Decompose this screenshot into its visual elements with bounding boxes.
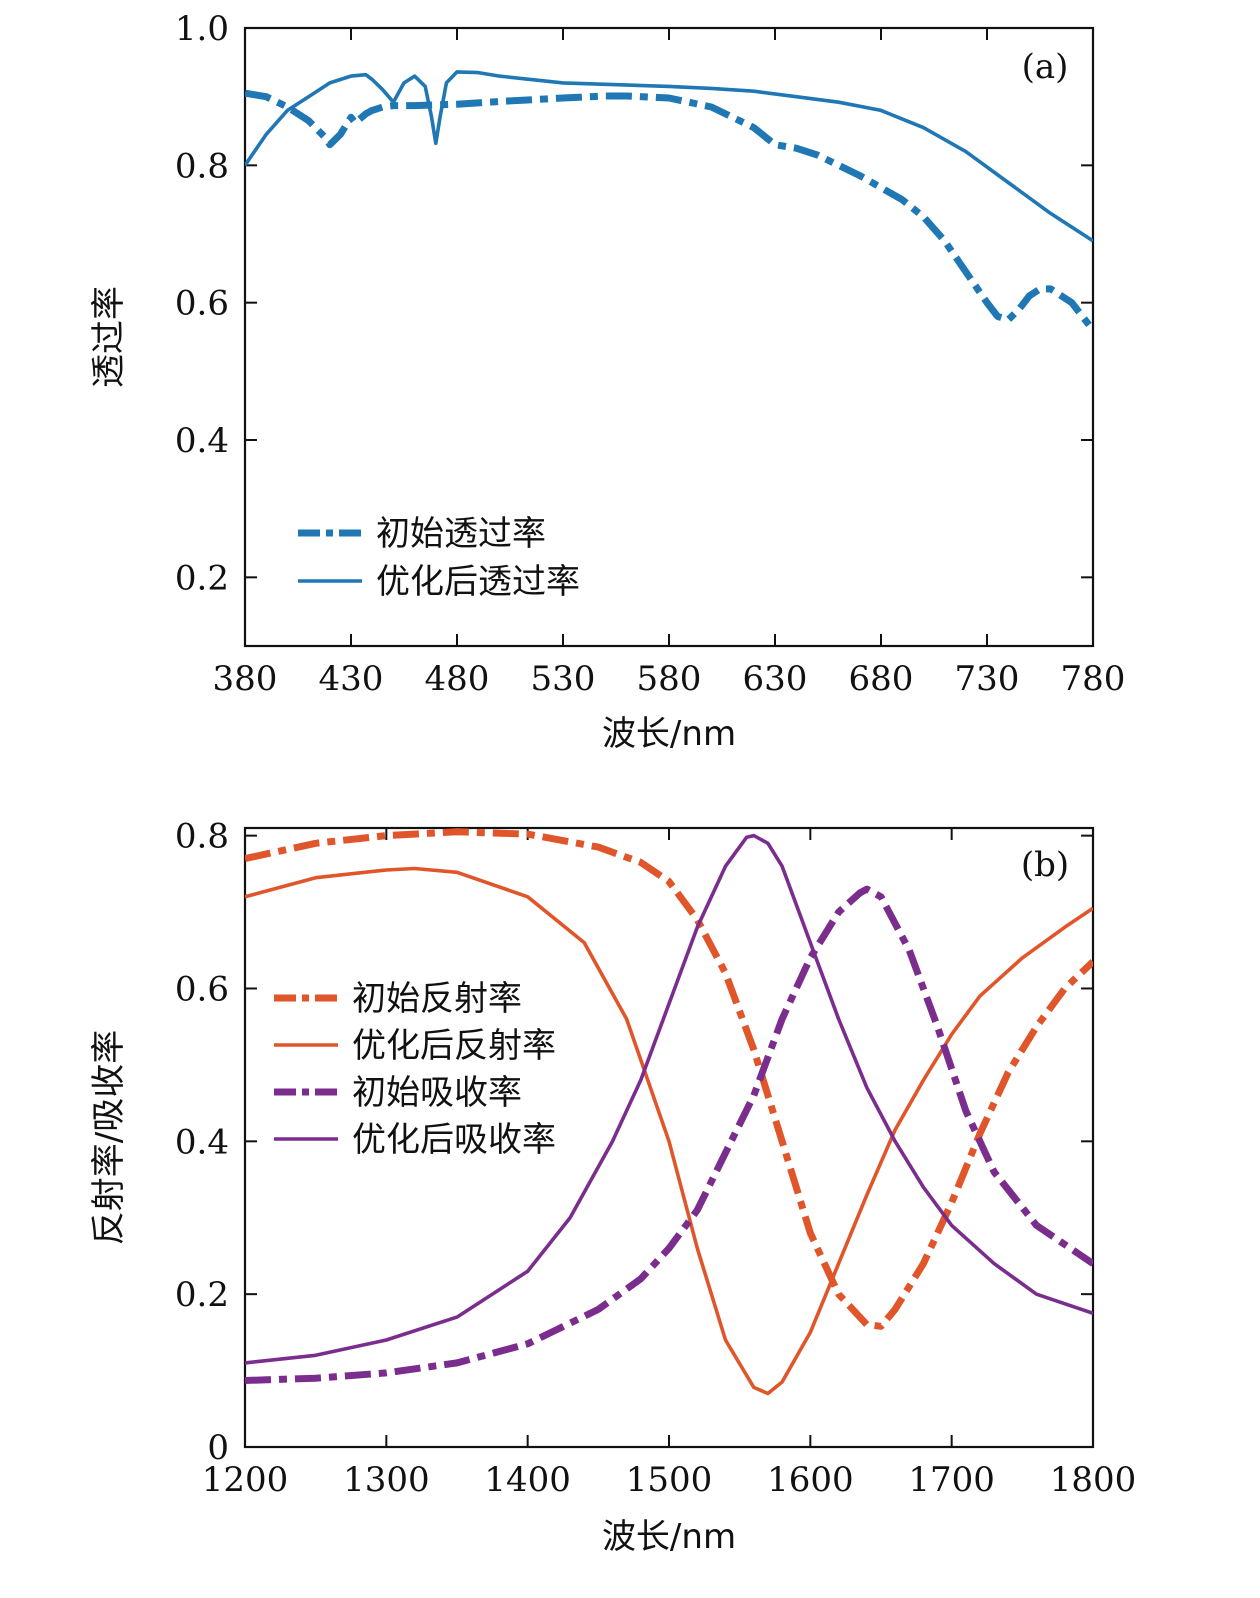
panel-label: (b): [1021, 845, 1069, 885]
chart-panel-0: 380 430 480 530 580 630 680 730 780 0.2 0.4 0.6 0.8 1…: [89, 9, 1125, 754]
panel-label: (a): [1022, 47, 1069, 87]
x-tick-label: 1700: [908, 1460, 995, 1500]
x-tick-label: 1600: [767, 1460, 854, 1500]
x-tick-label: 1500: [626, 1460, 713, 1500]
x-tick-label: 430: [319, 659, 384, 699]
series-line-0: [245, 89, 1093, 333]
legend-label: 初始透过率: [376, 514, 546, 554]
y-tick-label: 0.2: [175, 558, 229, 598]
series-line-1: [245, 866, 1093, 1396]
y-tick-label: 0.4: [175, 421, 229, 461]
legend-label: 初始吸收率: [352, 1073, 522, 1113]
x-tick-label: 1200: [202, 1460, 289, 1500]
x-tick-label: 580: [637, 659, 702, 699]
series-line-3: [245, 833, 1093, 1365]
series-line-0: [245, 828, 1093, 1330]
x-axis-title: 波长/nm: [602, 1517, 736, 1557]
y-tick-label: 0: [207, 1428, 229, 1468]
x-tick-label: 480: [425, 659, 490, 699]
x-tick-label: 1400: [484, 1460, 571, 1500]
y-tick-label: 0.8: [175, 146, 229, 186]
y-tick-label: 0.4: [175, 1122, 229, 1162]
plot-frame: [243, 26, 1095, 648]
legend-label: 优化后透过率: [376, 562, 580, 602]
y-tick-label: 0.8: [175, 817, 229, 857]
y-axis-title: 反射率/吸收率: [89, 1030, 129, 1245]
x-axis-title: 波长/nm: [602, 714, 736, 754]
legend-label: 优化后反射率: [352, 1026, 556, 1066]
y-tick-label: 0.6: [175, 284, 229, 324]
y-tick-label: 0.2: [175, 1275, 229, 1315]
x-tick-label: 780: [1061, 659, 1126, 699]
y-axis-title: 透过率: [89, 286, 129, 388]
y-tick-label: 1.0: [175, 9, 229, 49]
chart-panel-1: 1200 1300 1400 1500 1600 1700 1800 0 0.2 0.4 0.6 0.…: [89, 817, 1136, 1557]
legend-label: 初始反射率: [352, 979, 522, 1019]
legend-label: 优化后吸收率: [352, 1120, 556, 1160]
x-tick-label: 1300: [343, 1460, 430, 1500]
y-tick-label: 0.6: [175, 969, 229, 1009]
x-tick-label: 530: [531, 659, 596, 699]
x-tick-label: 1800: [1050, 1460, 1137, 1500]
x-tick-label: 680: [849, 659, 914, 699]
series-line-2: [245, 885, 1093, 1384]
x-tick-label: 380: [213, 659, 278, 699]
series-line-1: [245, 70, 1093, 243]
x-tick-label: 630: [743, 659, 808, 699]
x-tick-label: 730: [955, 659, 1020, 699]
